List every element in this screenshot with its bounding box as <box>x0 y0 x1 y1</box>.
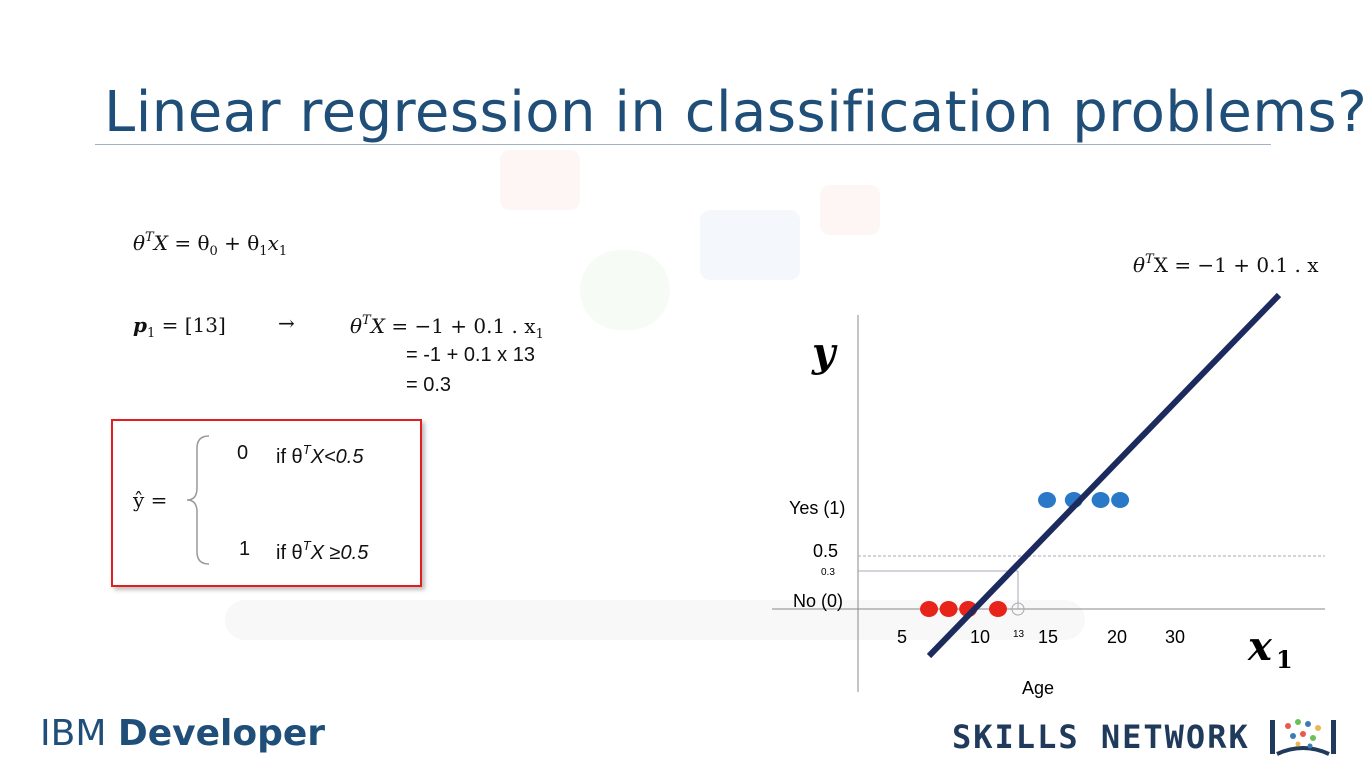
x-axis-label-sub: 1 <box>1276 645 1293 674</box>
regression-line <box>926 292 1282 659</box>
y-tick-no: No (0) <box>793 591 843 611</box>
calc-line-3: = 0.3 <box>406 374 452 396</box>
background-decoration <box>580 250 670 330</box>
data-point-no <box>939 601 958 617</box>
decision-rule-box <box>111 419 422 587</box>
case-1-value: 1 <box>239 538 251 560</box>
y-tick-threshold: 0.5 <box>813 541 838 561</box>
x-tick-15: 15 <box>1038 627 1058 647</box>
x-tick-5: 5 <box>897 627 907 647</box>
axis-caption-age: Age <box>1022 678 1054 698</box>
data-point-yes <box>1038 492 1056 508</box>
y-axis-label: y <box>811 329 838 376</box>
x-tick-20: 20 <box>1107 627 1127 647</box>
case-0-condition: if θTX<0.5 <box>276 442 364 468</box>
x-axis-label: x <box>1247 623 1273 670</box>
regression-equation-label: θTX = −1 + 0.1 . x <box>1133 252 1319 277</box>
yhat-label: ŷ = <box>133 488 168 512</box>
title-divider <box>95 144 1271 145</box>
data-point-no <box>920 601 938 617</box>
data-point-no <box>989 601 1007 617</box>
case-0-value: 0 <box>237 442 249 464</box>
background-decoration <box>700 210 800 280</box>
prediction-marker <box>1011 602 1025 616</box>
ibm-developer-logo: IBM Developer <box>40 713 326 754</box>
calc-line-2: = -1 + 0.1 x 13 <box>406 344 535 366</box>
data-point-yes <box>1091 492 1110 508</box>
slide-title: Linear regression in classification prob… <box>104 80 1366 145</box>
skills-network-icon <box>1270 719 1336 756</box>
case-1-condition: if θTX ≥0.5 <box>276 538 369 564</box>
skills-network-logo: SKILLS NETWORK <box>952 718 1250 756</box>
background-decoration <box>820 185 880 235</box>
general-equation: θTX = θ0 + θ1x1 <box>133 230 288 259</box>
point-definition: p1 = [13] <box>133 313 226 341</box>
calc-line-1: θTX = −1 + 0.1 . x1 <box>350 313 544 342</box>
data-point-yes <box>1111 492 1130 508</box>
background-decoration <box>500 150 580 210</box>
y-tick-yes: Yes (1) <box>789 498 845 518</box>
arrow-icon: → <box>278 311 295 335</box>
x-tick-10: 10 <box>970 627 990 647</box>
y-tick-prediction: 0.3 <box>821 567 835 578</box>
brace-icon <box>186 435 210 565</box>
x-tick-30: 30 <box>1165 627 1185 647</box>
x-tick-13: 13 <box>1013 629 1025 640</box>
